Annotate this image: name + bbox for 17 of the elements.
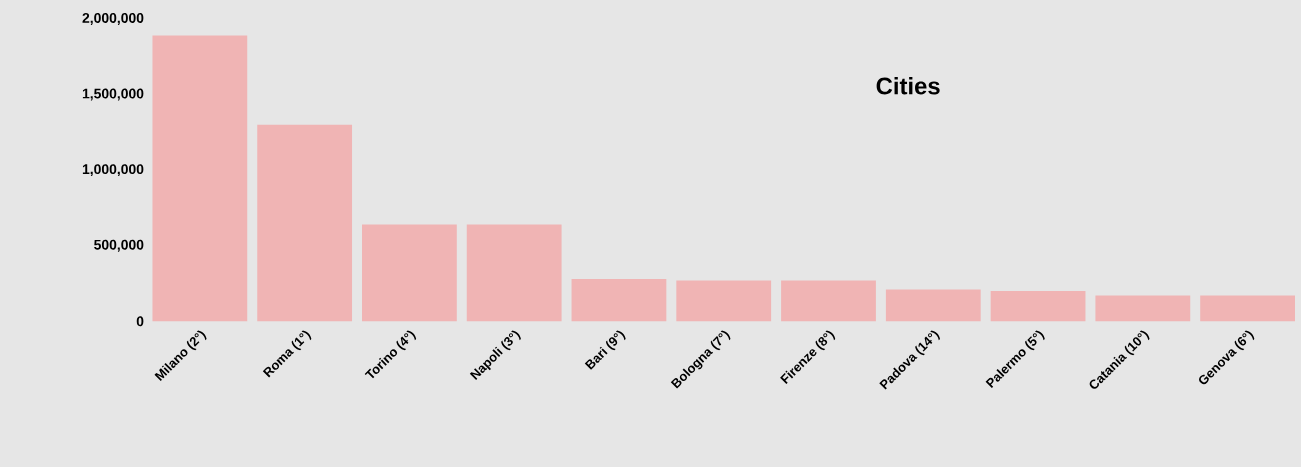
bar	[885, 289, 981, 322]
y-tick-label: 500,000	[94, 239, 144, 252]
y-tick-label: 1,500,000	[82, 88, 144, 101]
y-tick-label: 1,000,000	[82, 164, 144, 177]
bar	[362, 224, 457, 322]
bar	[1200, 295, 1295, 322]
y-tick-label: 2,000,000	[82, 13, 144, 25]
y-tick-label: 0	[136, 316, 144, 327]
bar	[466, 224, 562, 322]
bar	[257, 124, 353, 322]
bar	[990, 291, 1086, 322]
bar	[571, 278, 667, 322]
bar	[152, 35, 248, 322]
bar	[676, 280, 772, 322]
text: Cities	[876, 76, 940, 95]
bar	[1095, 295, 1191, 322]
bar	[781, 280, 876, 322]
